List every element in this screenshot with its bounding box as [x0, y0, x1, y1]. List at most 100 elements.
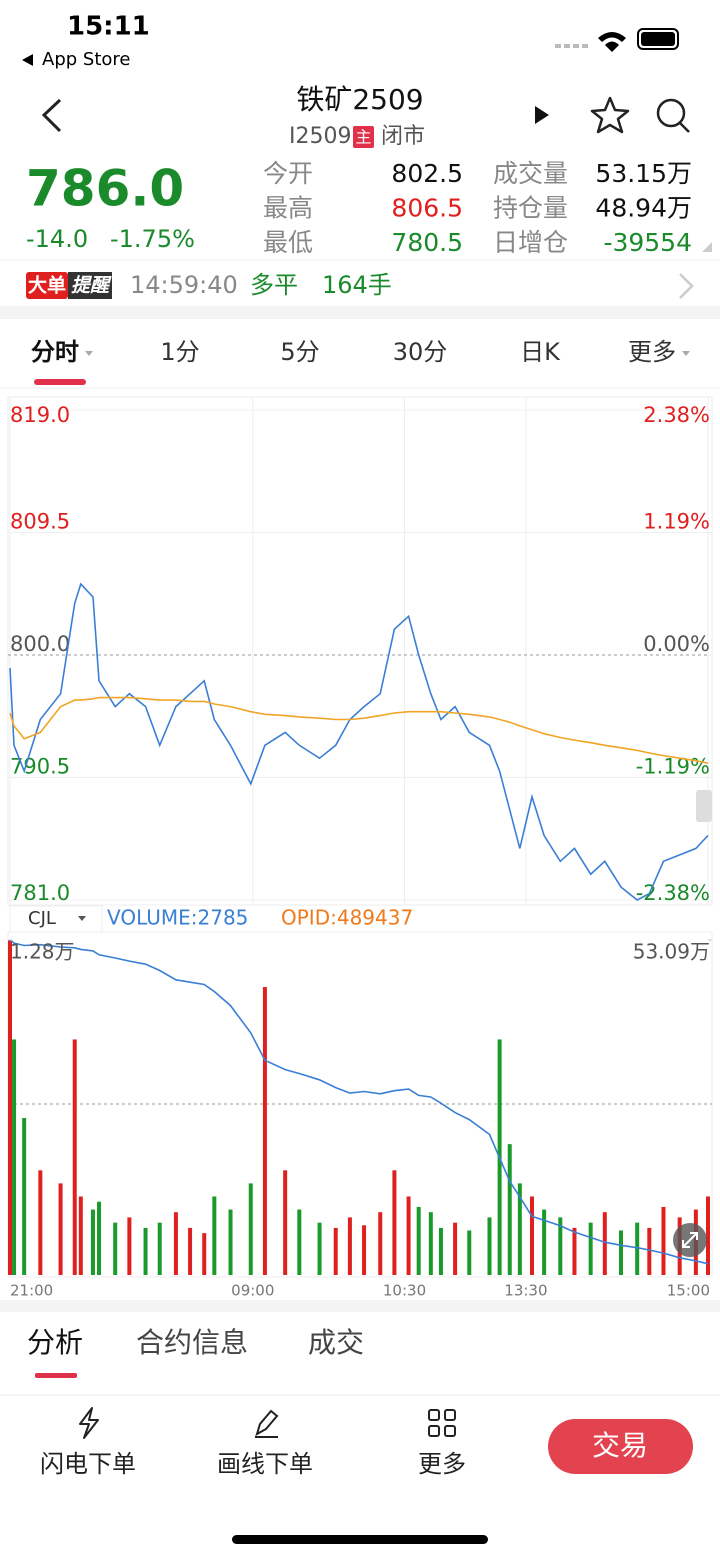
bottom-tab[interactable]: 合约信息: [136, 1326, 248, 1359]
y-tick-label: 819.0: [10, 403, 70, 427]
period-tab[interactable]: 30分: [393, 338, 448, 366]
y-tick-label: 800.0: [10, 632, 70, 656]
period-tab[interactable]: 分时: [31, 338, 79, 366]
x-tick-label: 10:30: [383, 1282, 426, 1300]
side-handle[interactable]: [696, 790, 712, 822]
play-button[interactable]: [535, 106, 549, 124]
main-badge: 主: [355, 128, 371, 147]
volume-bar: [228, 1209, 233, 1275]
stat-value: -39554: [603, 228, 692, 257]
volume-bar: [157, 1222, 162, 1275]
bottom-tab[interactable]: 成交: [308, 1326, 364, 1359]
volume-bar: [173, 1212, 178, 1275]
volume-bar: [188, 1227, 193, 1275]
volume-bar: [78, 1196, 83, 1275]
x-tick-label: 13:30: [504, 1282, 547, 1300]
volume-bar: [127, 1217, 132, 1275]
search-handle: [679, 122, 690, 133]
volume-bar: [202, 1233, 207, 1275]
volume-bar: [635, 1222, 640, 1275]
volume-bar: [438, 1227, 443, 1275]
volume-bar: [428, 1212, 433, 1275]
nav-item[interactable]: 闪电下单: [40, 1450, 136, 1478]
volume-bar: [12, 1039, 17, 1275]
back-button[interactable]: [41, 98, 62, 133]
volume-bar: [58, 1183, 63, 1275]
volume-bar: [467, 1230, 472, 1275]
alert-chevron[interactable]: [679, 273, 694, 299]
wifi-icon: [598, 32, 626, 52]
volume-bar: [333, 1227, 338, 1275]
volume-bar: [212, 1196, 217, 1275]
back-app[interactable]: App Store: [42, 49, 130, 70]
y-tick-label: 781.0: [10, 881, 70, 905]
stats-corner: [702, 242, 712, 252]
stat-value: 48.94万: [595, 194, 692, 223]
y2-tick-label: 53.09万: [633, 940, 710, 964]
volume-bar: [706, 1196, 710, 1275]
indicator-selector[interactable]: CJL: [28, 908, 56, 929]
main-badge-bg: [353, 126, 374, 148]
volume-bar: [317, 1222, 322, 1275]
y2-tick-label: -2.38%: [636, 881, 710, 905]
nav-item[interactable]: 画线下单: [217, 1450, 313, 1478]
indicator-label: OPID:489437: [281, 906, 413, 930]
volume-bar: [22, 1117, 27, 1275]
market-state: 闭市: [381, 124, 425, 149]
price-change-pct: -1.75%: [110, 225, 195, 253]
period-tab[interactable]: 5分: [280, 338, 319, 366]
volume-bar: [619, 1230, 624, 1275]
bottom-tab-indicator: [35, 1373, 77, 1378]
expand-icon: [682, 1232, 698, 1248]
favorite-button[interactable]: [590, 96, 630, 134]
x-tick-label: 09:00: [231, 1282, 274, 1300]
volume-bar: [297, 1209, 302, 1275]
period-tab[interactable]: 1分: [160, 338, 199, 366]
period-tab[interactable]: 日K: [520, 338, 561, 366]
volume-bar: [362, 1225, 367, 1275]
status-time: 15:11: [67, 12, 150, 42]
average-line: [9, 696, 709, 765]
nav-item[interactable]: 更多: [418, 1450, 466, 1478]
volume-bar: [558, 1217, 563, 1275]
battery-level: [641, 32, 675, 46]
tab-indicator: [34, 379, 86, 385]
stat-value: 780.5: [391, 228, 463, 257]
home-indicator: [232, 1535, 488, 1544]
x-tick-label: 15:00: [667, 1282, 710, 1300]
volume-bar: [90, 1209, 95, 1275]
trade-button[interactable]: [548, 1419, 693, 1474]
stat-value: 53.15万: [595, 159, 692, 188]
indicator-box: [9, 905, 103, 933]
title: 铁矿2509: [296, 83, 423, 116]
stat-label: 今开: [263, 159, 313, 188]
volume-bar: [392, 1170, 397, 1275]
price-chart-frame: [7, 396, 713, 906]
price-change: -14.0: [26, 225, 88, 253]
volume-bar: [248, 1183, 253, 1275]
stat-value: 802.5: [391, 159, 463, 188]
volume-bar: [542, 1209, 547, 1275]
y2-tick-label: 2.38%: [643, 403, 710, 427]
trade-label: 交易: [592, 1429, 648, 1462]
alert-badge: 大单: [28, 274, 66, 297]
open-interest-line: [9, 939, 709, 1265]
bottom-tab[interactable]: 分析: [27, 1326, 83, 1359]
back-arrow-icon: [22, 54, 33, 66]
volume-bar: [262, 987, 267, 1275]
volume-bar: [529, 1196, 534, 1275]
volume-bar: [661, 1206, 666, 1275]
period-tab[interactable]: 更多: [628, 338, 676, 366]
alert-badge2: 提醒: [71, 275, 112, 297]
alert-time: 14:59:40: [130, 271, 238, 299]
alert-action: 多平: [250, 271, 298, 299]
price-line: [9, 582, 709, 901]
stat-label: 日增仓: [493, 228, 568, 257]
search-button[interactable]: [656, 98, 686, 128]
alert-qty: 164手: [322, 271, 392, 299]
x-tick-label: 21:00: [10, 1282, 53, 1300]
y2-tick-label: 0.00%: [643, 632, 710, 656]
battery-icon: [637, 28, 679, 50]
volume-bar: [453, 1222, 458, 1275]
last-price: 786.0: [26, 160, 184, 218]
